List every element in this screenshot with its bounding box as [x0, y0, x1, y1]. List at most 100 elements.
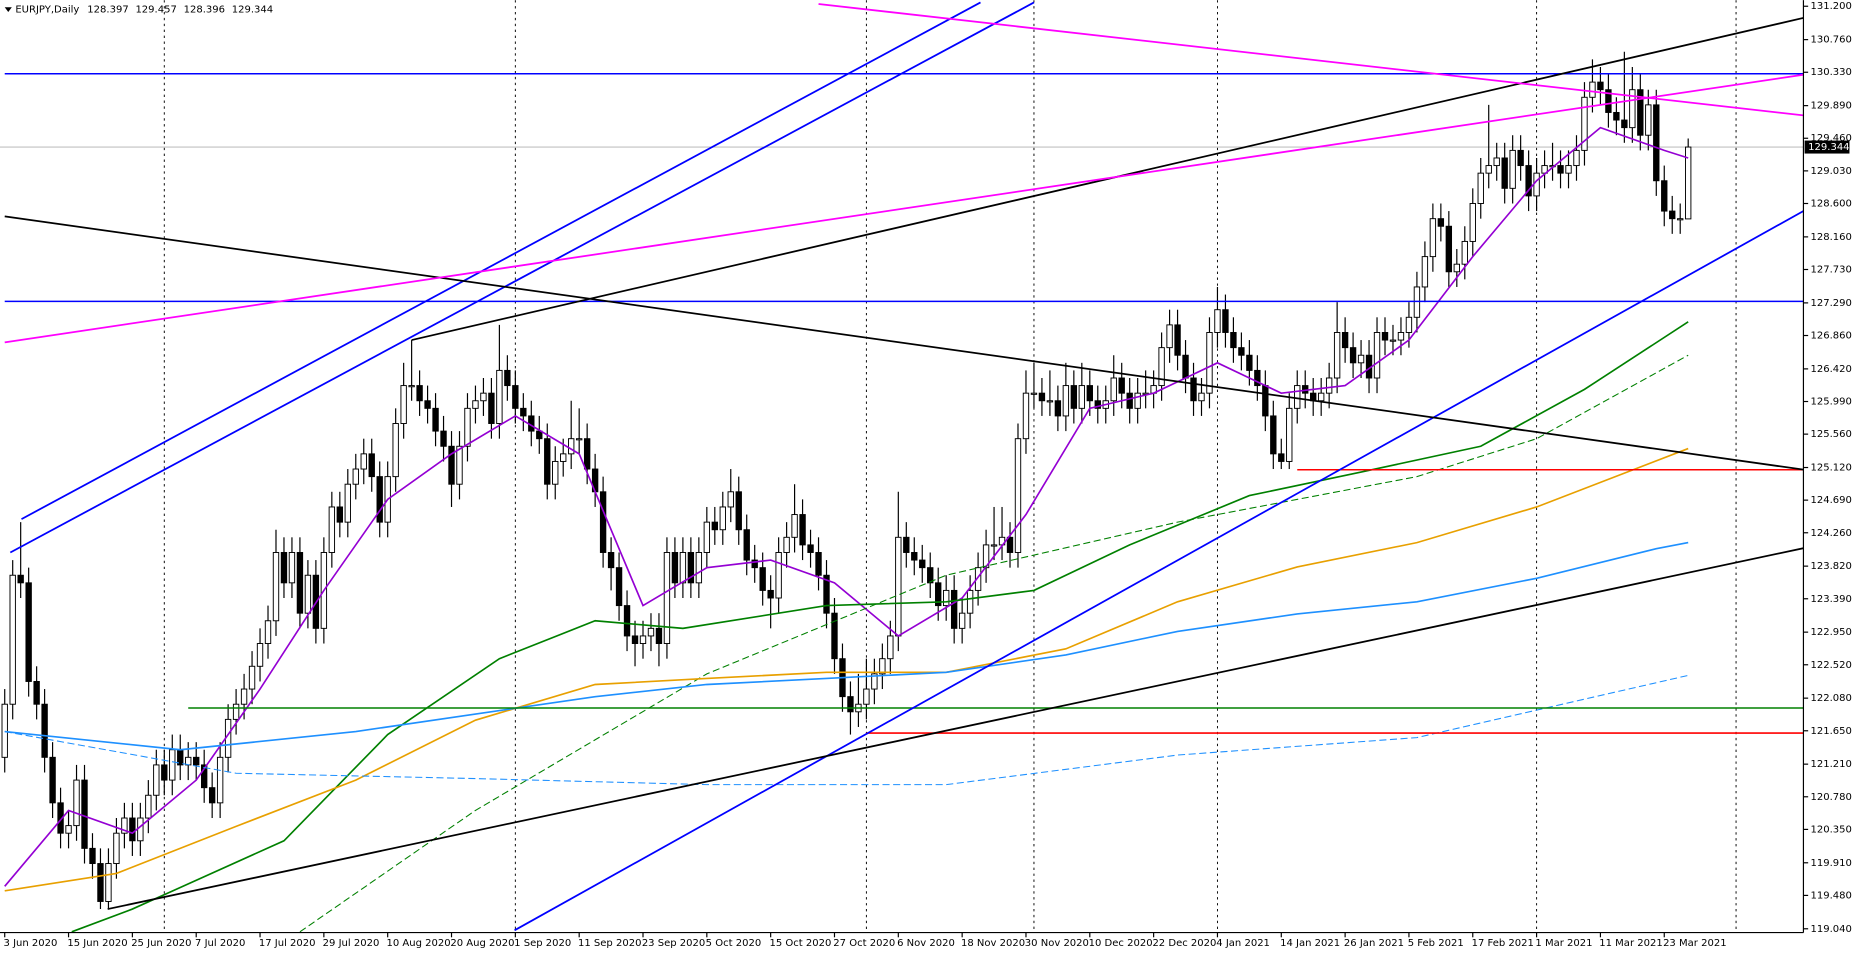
candle-body — [950, 589, 958, 629]
header-icon — [4, 7, 12, 12]
candle-body — [887, 635, 894, 660]
candle-body — [1493, 157, 1500, 167]
candle-body — [1557, 165, 1564, 174]
candle-body — [1214, 309, 1221, 333]
y-tick-label: 124.260 — [1811, 528, 1852, 539]
candle-body — [1222, 309, 1229, 333]
x-tick-label: 20 Aug 2020 — [450, 938, 514, 949]
candle-body — [583, 438, 591, 470]
candle-body — [1517, 149, 1524, 167]
candle-body — [41, 703, 48, 758]
candle-body — [137, 817, 144, 842]
candle-body — [767, 589, 774, 599]
candle-body — [97, 863, 104, 902]
moving-average — [4, 126, 1689, 887]
candle-body — [990, 544, 998, 547]
candle-body — [304, 574, 312, 614]
candle-body — [448, 445, 455, 485]
x-tick-label: 3 Jun 2020 — [4, 938, 58, 949]
candle-body — [1046, 400, 1054, 403]
trendline — [9, 1, 1035, 554]
candle-body — [25, 582, 32, 682]
candle-body — [1118, 377, 1125, 394]
candle-body — [161, 764, 168, 781]
candle-body — [1126, 392, 1133, 409]
candle-body — [919, 559, 926, 569]
candle-body — [352, 468, 359, 485]
candle-body — [49, 756, 56, 804]
candle-body — [145, 794, 152, 819]
y-tick-label: 130.760 — [1811, 35, 1852, 46]
x-tick-label: 30 Nov 2020 — [1025, 938, 1089, 949]
candle-body — [368, 453, 375, 478]
candle-body — [360, 453, 367, 470]
trendline — [818, 3, 1804, 117]
trendline — [21, 1, 981, 520]
candle-body — [695, 552, 703, 584]
candle-body — [679, 552, 687, 584]
candle-body — [336, 506, 344, 523]
candle-body — [544, 438, 551, 485]
header-text: EURJPY,Daily 128.397 129.457 128.396 129… — [15, 5, 273, 16]
candle-body — [863, 688, 870, 705]
x-tick-label: 29 Jul 2020 — [323, 938, 380, 949]
candle-body — [472, 400, 479, 409]
candle-body — [272, 552, 280, 622]
candle-body — [1597, 81, 1604, 91]
last-open: 128.397 — [87, 5, 128, 16]
candle-body — [1198, 392, 1205, 402]
candle-body — [1477, 172, 1484, 204]
candle-body — [1653, 104, 1660, 182]
candle-body — [903, 536, 910, 553]
candle-body — [256, 643, 264, 667]
candle-body — [1230, 332, 1237, 349]
candle-body — [552, 460, 559, 485]
x-tick-label: 14 Jan 2021 — [1280, 938, 1340, 949]
x-tick-label: 4 Jan 2021 — [1216, 938, 1270, 949]
candle-body — [1238, 347, 1245, 356]
x-tick-label: 18 Nov 2020 — [961, 938, 1025, 949]
candle-body — [575, 438, 583, 441]
candle-body — [1254, 369, 1261, 387]
symbol-title: EURJPY,Daily — [15, 5, 79, 16]
candle-body — [496, 369, 503, 424]
candle-body — [1086, 385, 1093, 402]
candle-body — [1110, 377, 1117, 402]
moving-average — [4, 447, 1689, 892]
candle-body — [1166, 324, 1173, 349]
y-tick-label: 126.860 — [1811, 331, 1852, 342]
candle-body — [400, 385, 407, 424]
candle-body — [216, 756, 224, 804]
x-tick-label: 11 Sep 2020 — [578, 938, 641, 949]
header: EURJPY,Daily 128.397 129.457 128.396 129… — [4, 5, 273, 16]
candle-body — [1270, 415, 1277, 455]
trendline — [4, 215, 1804, 471]
candle-body — [1206, 332, 1213, 394]
candle-body — [1078, 385, 1086, 409]
candle-body — [1325, 377, 1333, 394]
y-tick-label: 123.820 — [1811, 561, 1852, 572]
candle-body — [1445, 225, 1453, 273]
y-tick-label: 127.290 — [1811, 298, 1852, 309]
candle-body — [871, 673, 878, 690]
x-tick-label: 11 Mar 2021 — [1599, 938, 1663, 949]
candle-body — [1485, 165, 1492, 174]
candle-body — [512, 385, 519, 409]
candle-body — [687, 552, 695, 584]
y-tick-label: 128.160 — [1811, 232, 1852, 243]
candle-body — [1509, 149, 1516, 189]
candle-body — [1038, 392, 1046, 402]
candle-body — [193, 756, 200, 766]
candle-body — [1629, 89, 1636, 129]
candle-body — [1134, 392, 1141, 409]
candle-body — [1677, 218, 1684, 221]
y-tick-label: 128.600 — [1811, 198, 1852, 209]
candle-body — [1317, 392, 1325, 402]
candle-body — [73, 779, 80, 827]
x-tick-label: 15 Oct 2020 — [769, 938, 831, 949]
candle-body — [1094, 400, 1101, 409]
candle-body — [536, 430, 543, 440]
candle-body — [727, 491, 734, 508]
candle-body — [1190, 377, 1197, 402]
